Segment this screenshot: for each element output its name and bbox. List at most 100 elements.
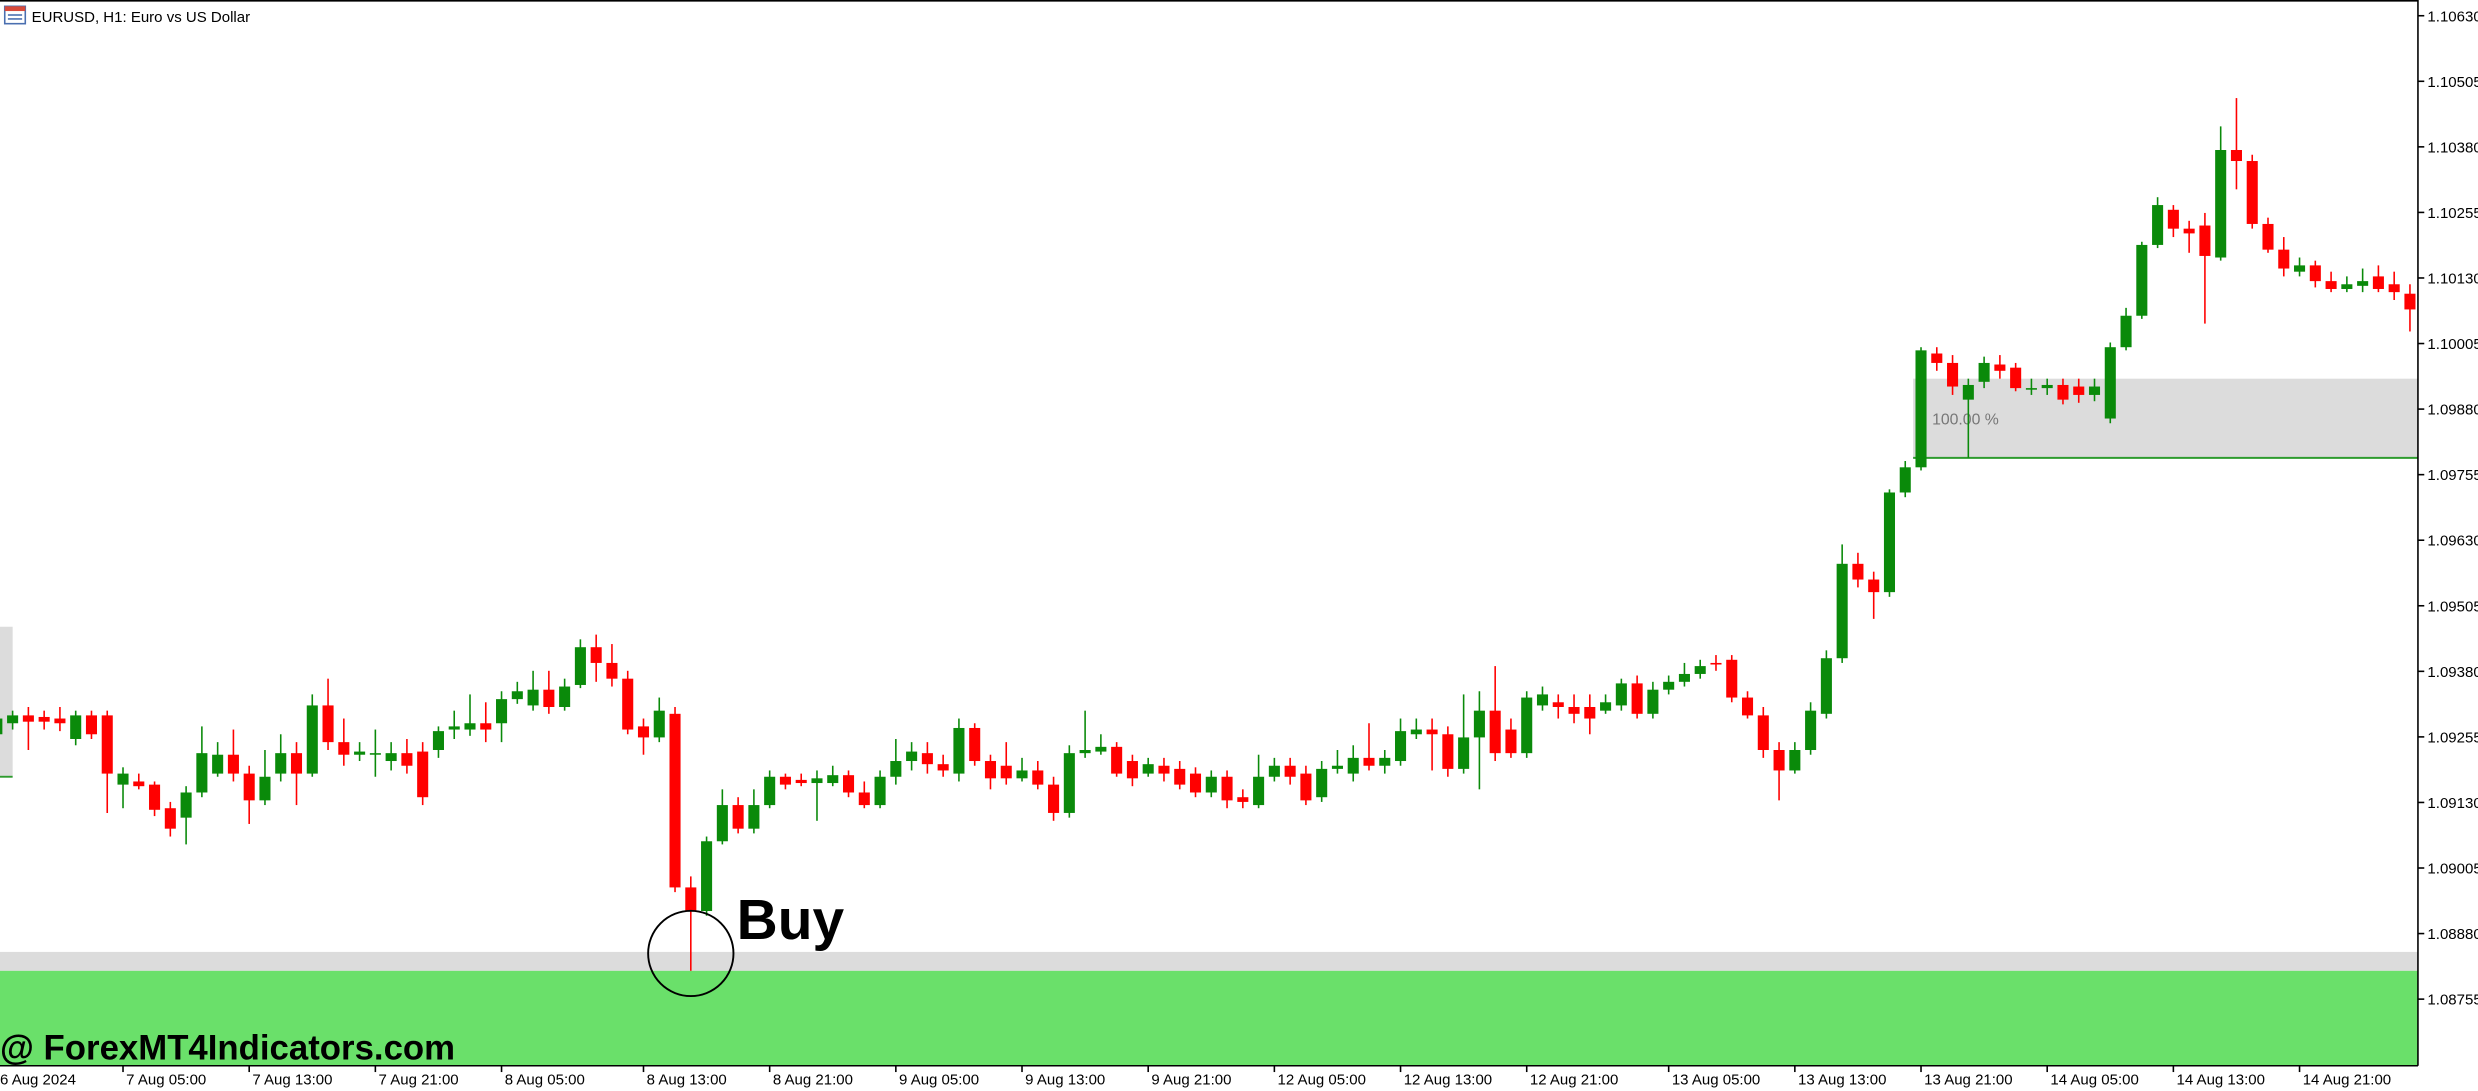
watermark: @ ForexMT4Indicators.com — [0, 1029, 455, 1067]
candle-body — [1962, 384, 1974, 400]
candle-body — [1331, 765, 1343, 769]
candle-body — [1615, 683, 1627, 706]
x-tick-label: 8 Aug 13:00 — [647, 1072, 727, 1089]
candle-body — [2215, 150, 2227, 258]
candle-body — [984, 761, 997, 779]
candle-body — [180, 792, 192, 818]
y-tick-label: 1.09255 — [2427, 729, 2478, 746]
y-tick-label: 1.09380 — [2427, 664, 2478, 681]
candle-body — [1820, 658, 1832, 714]
candle-body — [2199, 225, 2211, 256]
candle-body — [937, 764, 949, 771]
candle-body — [1032, 770, 1044, 785]
candle-body — [2183, 228, 2195, 234]
candle-body — [1189, 773, 1202, 793]
candle-body — [275, 753, 287, 774]
y-tick-label: 1.10505 — [2427, 74, 2478, 91]
candle-body — [464, 723, 476, 730]
candle-body — [2341, 284, 2353, 289]
candle-body — [1915, 350, 1927, 468]
candle-body — [2404, 293, 2416, 310]
candle-body — [2372, 276, 2384, 289]
candle-body — [1063, 753, 1075, 813]
zone-label: 100.00 % — [1932, 412, 1999, 429]
y-tick-label: 1.09630 — [2427, 533, 2478, 550]
candle-body — [1647, 689, 1659, 714]
candle-body — [1631, 683, 1643, 714]
candle-body — [1347, 757, 1359, 774]
candle-body — [1505, 729, 1517, 754]
y-tick-label: 1.10005 — [2427, 336, 2478, 353]
candle-body — [669, 713, 681, 888]
candle-body — [212, 754, 224, 774]
candle-body — [1095, 746, 1107, 752]
candle-body — [827, 775, 839, 784]
candle-body — [354, 751, 366, 755]
candle-body — [338, 742, 350, 755]
candle-body — [779, 776, 791, 785]
candle-body — [858, 792, 870, 806]
candle-body — [1442, 734, 1454, 769]
candle-body — [290, 753, 303, 774]
candle-body — [1978, 362, 1990, 382]
candle-body — [811, 778, 823, 784]
x-tick-label: 14 Aug 05:00 — [2050, 1072, 2138, 1089]
candle-body — [448, 726, 460, 730]
candle-body — [2120, 315, 2132, 348]
candle-body — [1253, 776, 1265, 806]
zone — [0, 626, 13, 777]
x-tick-label: 13 Aug 21:00 — [1924, 1072, 2012, 1089]
candle-body — [7, 715, 19, 724]
candle-body — [117, 773, 129, 785]
candle-body — [1426, 729, 1438, 735]
candle-body — [1899, 467, 1911, 493]
candle-body — [701, 841, 713, 912]
x-tick-label: 7 Aug 13:00 — [252, 1072, 332, 1089]
x-tick-label: 12 Aug 21:00 — [1530, 1072, 1618, 1089]
candle-body — [22, 715, 34, 722]
candle-body — [1663, 681, 1675, 690]
candle-body — [1316, 768, 1328, 798]
candle-body — [637, 726, 650, 738]
y-tick-label: 1.09005 — [2427, 861, 2478, 878]
candle-body — [606, 662, 618, 679]
title-icon — [3, 5, 27, 25]
candle-body — [1284, 765, 1296, 777]
y-tick-label: 1.08755 — [2427, 992, 2478, 1009]
y-tick-label: 1.09505 — [2427, 598, 2478, 615]
candle-body — [1883, 492, 1896, 593]
y-tick-label: 1.10130 — [2427, 271, 2478, 288]
candle-body — [1805, 710, 1817, 751]
candle-body — [559, 686, 571, 707]
candle-body — [227, 754, 239, 774]
candle-body — [38, 716, 50, 722]
zone — [0, 970, 2418, 1066]
candle-body — [2025, 388, 2037, 390]
candle-body — [590, 647, 602, 663]
candle-body — [2073, 386, 2085, 395]
candle-body — [953, 727, 965, 774]
x-tick-label: 6 Aug 2024 — [0, 1072, 76, 1089]
candle-body — [748, 805, 760, 829]
candle-body — [1174, 768, 1186, 785]
candle-body — [1994, 364, 2006, 371]
candle-body — [527, 689, 539, 706]
candle-body — [149, 784, 161, 810]
candle-body — [1600, 702, 1612, 711]
signal-label: Buy — [737, 889, 845, 952]
candle-body — [1268, 765, 1280, 777]
candle-body — [1489, 710, 1501, 754]
x-tick-label: 7 Aug 05:00 — [126, 1072, 206, 1089]
x-tick-label: 9 Aug 21:00 — [1151, 1072, 1231, 1089]
chart-title: EURUSD, H1: Euro vs US Dollar — [32, 9, 250, 26]
candle-body — [306, 705, 318, 774]
candle-body — [1741, 697, 1754, 716]
candle-body — [1237, 797, 1249, 802]
x-tick-label: 12 Aug 05:00 — [1278, 1072, 1366, 1089]
candle-body — [2041, 384, 2053, 389]
candle-body — [1158, 765, 1170, 774]
candle-body — [432, 731, 444, 751]
candle-body — [1079, 750, 1091, 754]
candle-body — [1221, 776, 1233, 801]
candle-body — [1789, 750, 1801, 771]
